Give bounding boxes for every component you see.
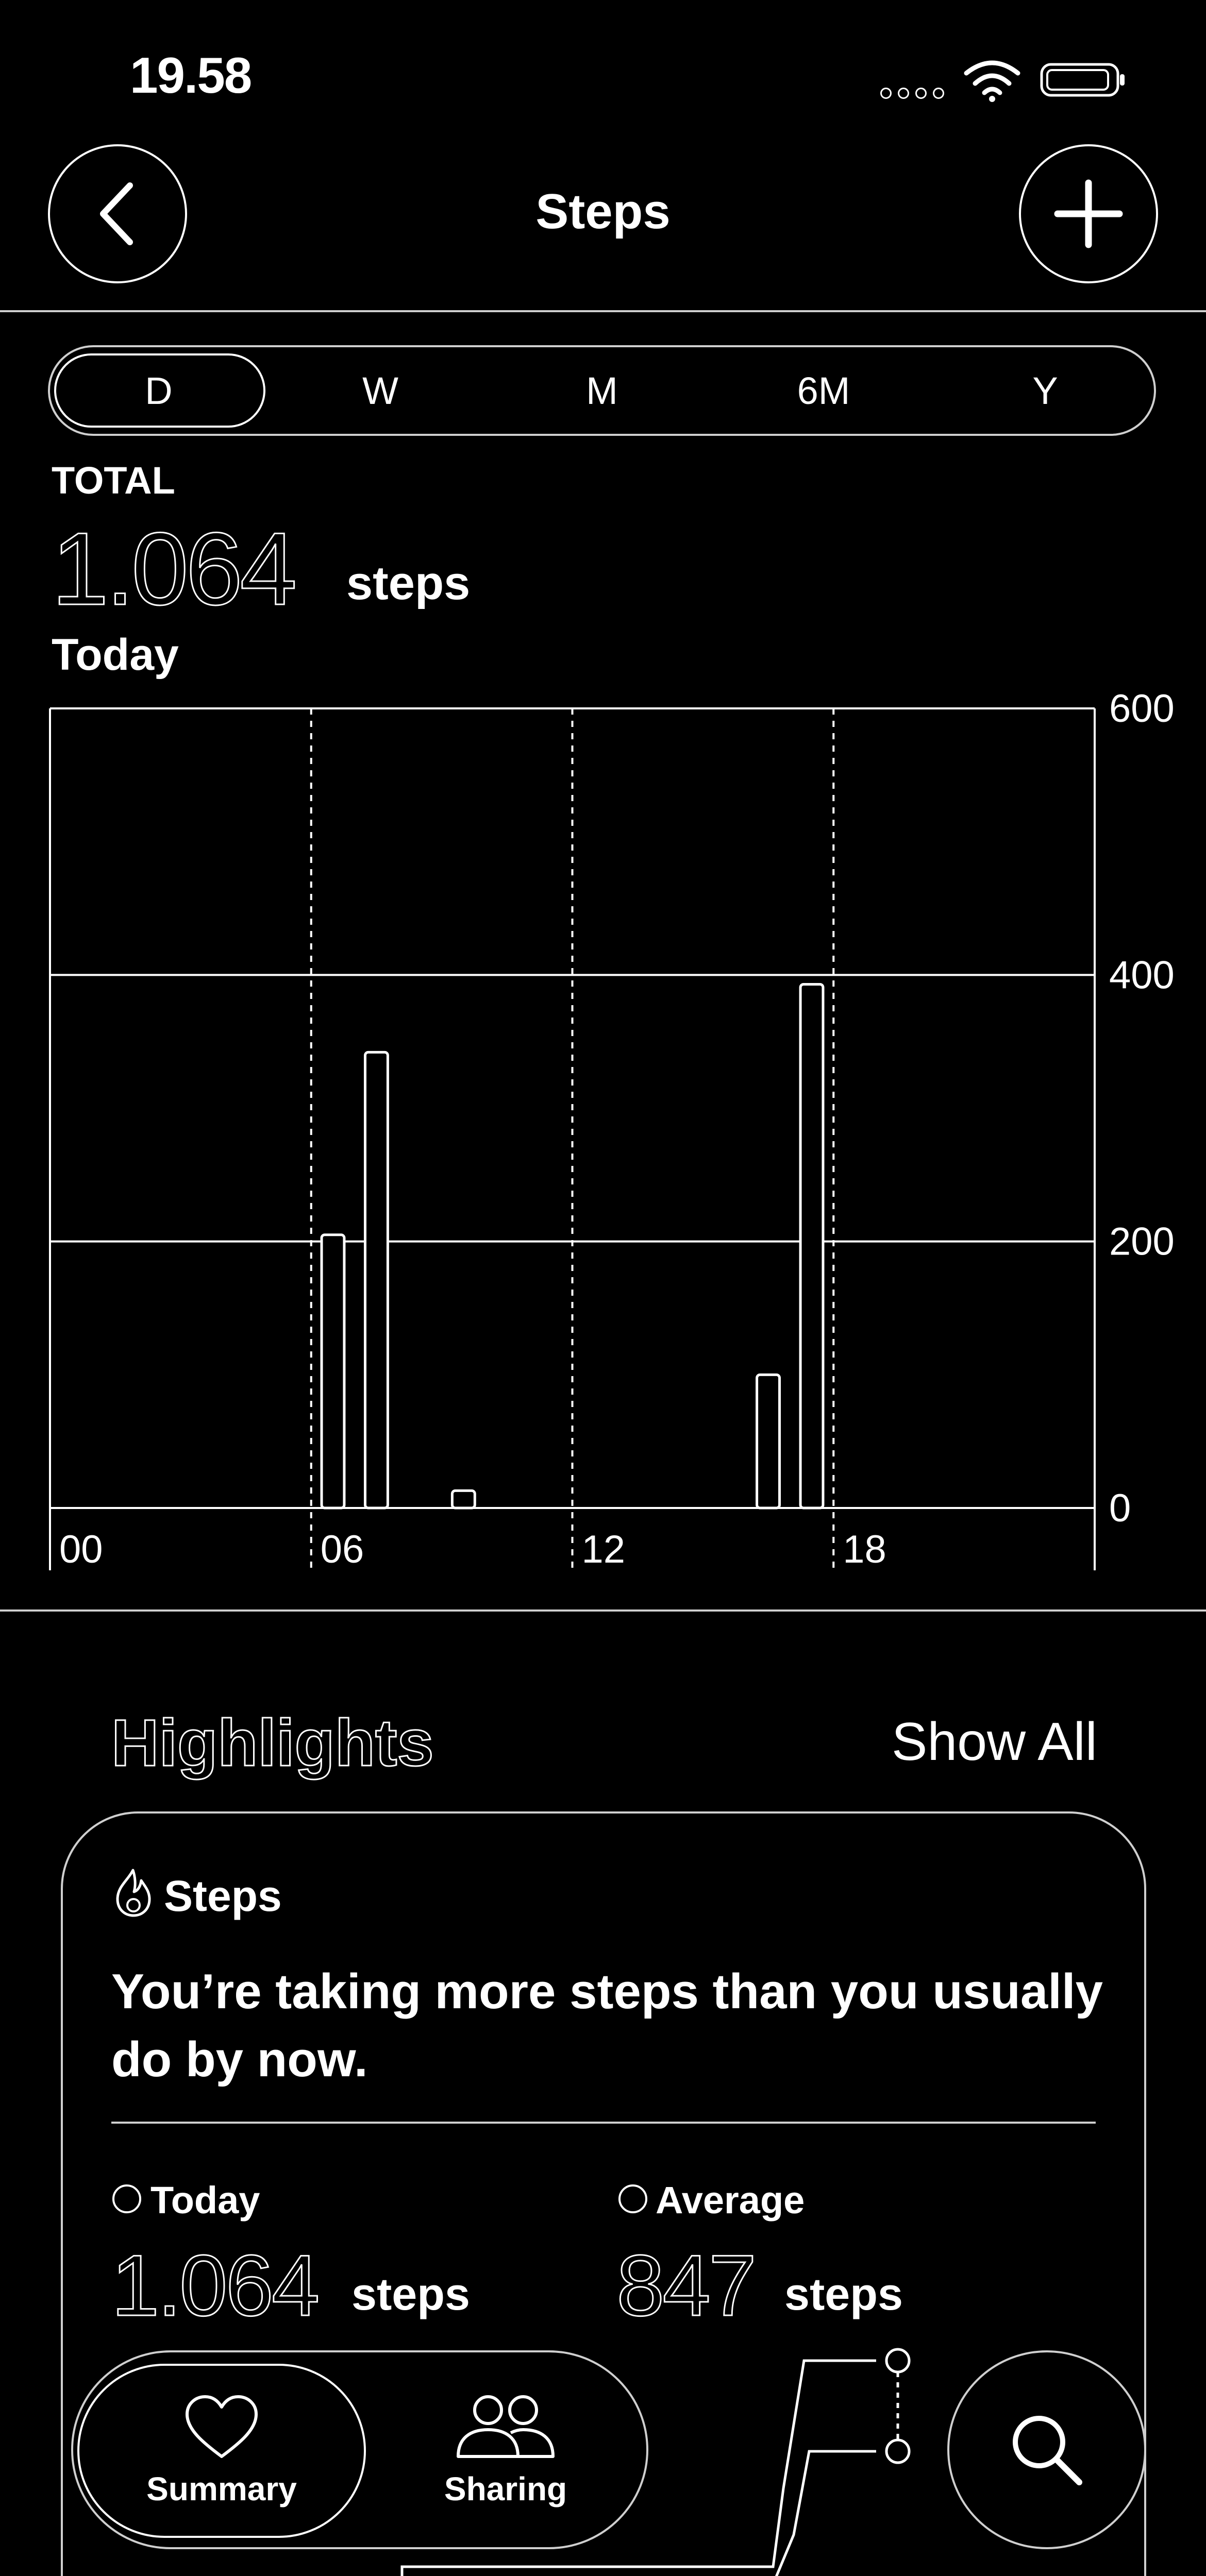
wifi-icon: [964, 60, 1020, 102]
tab-month[interactable]: M: [586, 369, 618, 412]
search-icon: [1013, 2416, 1082, 2485]
tab-summary[interactable]: Summary: [77, 2364, 366, 2538]
tab-sharing[interactable]: Sharing: [369, 2364, 642, 2538]
x-tick-label: 12: [582, 1528, 626, 1571]
people-icon: [457, 2395, 555, 2458]
tab-year[interactable]: Y: [1032, 369, 1058, 412]
highlight-tag: Steps: [164, 1872, 282, 1920]
average-stat-label: Average: [656, 2179, 805, 2222]
average-stat-value: 847: [615, 2236, 757, 2335]
add-button[interactable]: [1019, 144, 1158, 283]
x-tick-label: 00: [59, 1528, 103, 1571]
step-bar: [756, 1373, 781, 1510]
y-tick-label: 600: [1109, 690, 1175, 731]
x-tick-label: 06: [321, 1528, 364, 1571]
step-bar: [799, 982, 825, 1510]
average-stat-unit: steps: [784, 2268, 903, 2319]
back-button[interactable]: [48, 144, 187, 283]
highlights-title: Highlights: [111, 1706, 435, 1781]
today-legend-dot: [112, 2184, 141, 2213]
step-bar: [320, 1233, 346, 1510]
card-divider: [111, 2122, 1096, 2124]
y-tick-label: 200: [1109, 1220, 1175, 1264]
show-all-link[interactable]: Show All: [892, 1712, 1097, 1772]
status-time: 19.58: [130, 47, 252, 104]
x-tick-label: 18: [843, 1528, 886, 1571]
tab-bar: [71, 2350, 648, 2549]
plus-icon: [1054, 179, 1123, 248]
tab-6-months[interactable]: 6M: [797, 369, 850, 412]
heart-icon: [186, 2395, 258, 2458]
y-tick-label: 0: [1109, 1486, 1131, 1530]
average-legend-dot: [618, 2184, 647, 2213]
today-stat-value: 1.064: [110, 2236, 320, 2335]
search-button[interactable]: [947, 2350, 1146, 2549]
period-label: Today: [52, 630, 179, 680]
step-bar: [450, 1489, 476, 1510]
header-divider: [0, 310, 1206, 312]
today-stat-unit: steps: [351, 2268, 470, 2319]
tab-sharing-label: Sharing: [444, 2470, 567, 2507]
today-stat-label: Today: [150, 2179, 260, 2222]
total-steps-unit: steps: [346, 557, 471, 609]
y-tick-label: 400: [1109, 953, 1175, 997]
range-segmented-control: [48, 345, 1156, 436]
battery-icon: [1040, 63, 1125, 97]
tab-summary-label: Summary: [146, 2470, 297, 2507]
flame-icon: [116, 1869, 151, 1917]
highlight-card[interactable]: [61, 1811, 1146, 2576]
total-label: TOTAL: [52, 459, 175, 502]
chart-divider: [0, 1609, 1206, 1612]
page-title: Steps: [535, 184, 671, 239]
total-steps-value: 1.064: [51, 511, 298, 628]
chevron-left-icon: [100, 182, 133, 245]
signal-dots-icon: [880, 88, 944, 99]
highlight-message: You’re taking more steps than you usuall…: [111, 1964, 1103, 2087]
tab-week[interactable]: W: [362, 369, 398, 412]
tab-day[interactable]: D: [48, 345, 270, 436]
step-bar: [363, 1050, 389, 1510]
